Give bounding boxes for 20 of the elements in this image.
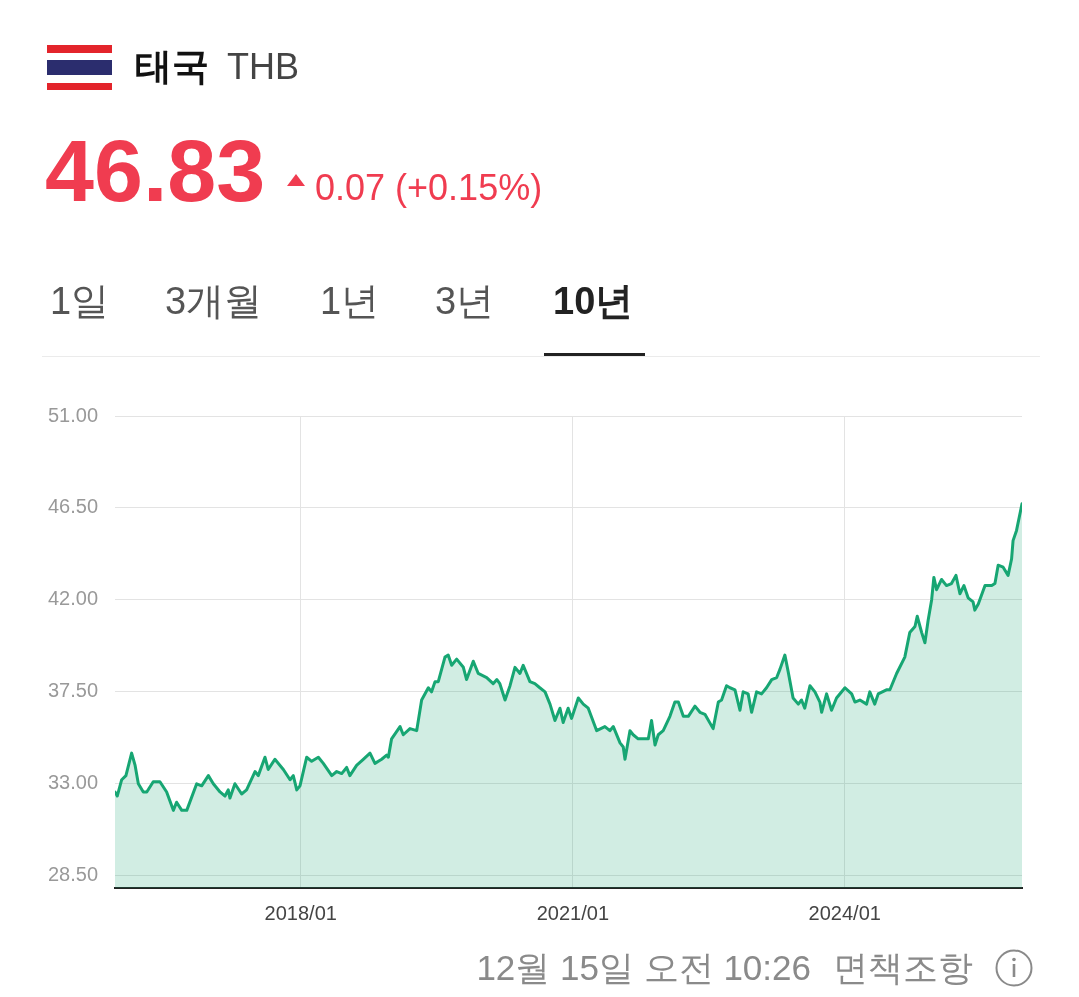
text: 10년	[553, 279, 634, 323]
text: 1년	[320, 279, 380, 323]
text: 46.83	[45, 121, 266, 221]
text: 3개월	[165, 279, 263, 323]
chart-subtitle: THB	[227, 46, 299, 87]
text: 면책조항	[833, 947, 973, 989]
text: 0.07 (+0.15%)	[315, 167, 543, 208]
text: 12월 15일 오전 10:26	[476, 947, 811, 989]
y-tick-label: 28.50	[48, 863, 99, 886]
x-tick-label: 2021/01	[536, 901, 609, 924]
text: 3년	[435, 279, 495, 323]
y-tick-label: 42.00	[48, 587, 99, 610]
chart-title: 태국	[135, 46, 209, 87]
x-tick-label: 2018/01	[264, 901, 337, 924]
text: 1일	[50, 279, 110, 323]
x-tick-label: 2024/01	[808, 901, 881, 924]
y-tick-label: 46.50	[48, 495, 99, 518]
y-tick-label: 37.50	[48, 679, 99, 702]
y-tick-label: 33.00	[48, 771, 99, 794]
y-tick-label: 51.00	[48, 403, 99, 426]
